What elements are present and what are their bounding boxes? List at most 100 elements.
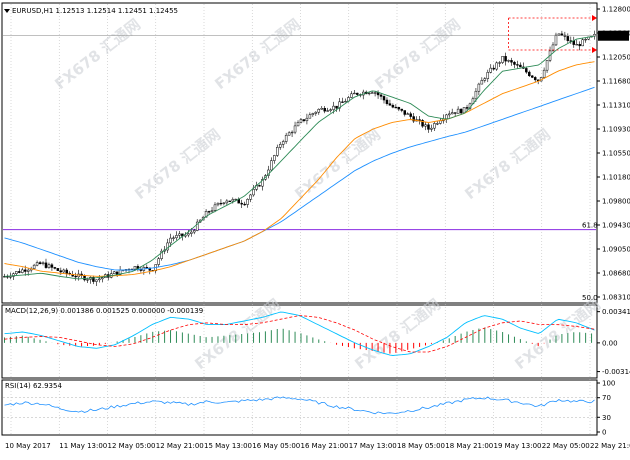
candle-body xyxy=(23,269,27,272)
candle-body xyxy=(353,92,356,95)
candle-body xyxy=(192,230,196,233)
candle-body xyxy=(545,60,549,71)
candle-body xyxy=(311,113,315,116)
candle-body xyxy=(207,211,211,213)
axis-labels: 1.12800 1.12560 1.12050 1.11680 1.11310 1.109… xyxy=(5,6,630,451)
fib-lower-label: 50.0 xyxy=(582,294,598,302)
x-axis-label: 22 May 05:00 xyxy=(542,442,590,450)
candle-body xyxy=(554,34,558,46)
macd-panel-frame xyxy=(1,304,598,379)
macd-tick-label: -0.003145 xyxy=(602,368,630,376)
candle-body xyxy=(510,60,513,63)
candle-body xyxy=(234,198,238,201)
candle-body xyxy=(385,99,389,104)
candle-body xyxy=(430,127,433,130)
candle-body xyxy=(329,109,332,111)
candle-body xyxy=(533,77,537,81)
candle-body xyxy=(261,179,264,187)
candle-body xyxy=(373,92,377,94)
candle-body xyxy=(412,116,415,122)
price-tick-label: 1.09800 xyxy=(602,198,630,206)
x-axis-label: 16 May 05:00 xyxy=(252,442,300,450)
rsi-title: RSI(14) 62.9354 xyxy=(5,382,62,390)
candle-body xyxy=(507,60,510,62)
macd-title: MACD(12,26,9) 0.001386 0.001525 0.000000… xyxy=(5,307,203,315)
candle-body xyxy=(258,185,261,187)
candle-body xyxy=(439,120,442,124)
candle-body xyxy=(231,199,235,202)
candle-body xyxy=(584,38,587,41)
candle-body xyxy=(276,147,279,156)
candle-body xyxy=(578,44,581,47)
fib-level-label: 61.8 xyxy=(582,222,598,230)
candle-body xyxy=(528,71,531,77)
candle-body xyxy=(83,275,86,281)
candle-body xyxy=(403,110,407,115)
candle-body xyxy=(166,242,169,251)
candle-body xyxy=(210,210,214,212)
macd-plot xyxy=(3,311,595,356)
candle-body xyxy=(317,108,321,113)
candle-body xyxy=(531,75,534,78)
candle-body xyxy=(219,202,223,205)
candle-body xyxy=(47,264,51,268)
candle-body xyxy=(59,270,63,273)
candle-body xyxy=(240,202,243,205)
price-tick-label: 1.10930 xyxy=(602,126,630,134)
candle-body xyxy=(575,44,578,46)
candle-body xyxy=(498,62,501,64)
candle-body xyxy=(53,267,57,269)
watermark-text: FX678 汇通网 xyxy=(191,295,284,373)
candle-body xyxy=(492,67,495,70)
candle-body xyxy=(101,277,104,280)
candle-body xyxy=(456,108,460,114)
macd-signal-line xyxy=(4,315,595,353)
candle-body xyxy=(447,113,451,116)
candle-body xyxy=(379,94,383,97)
candle-body xyxy=(356,92,359,95)
candle-body xyxy=(418,119,421,121)
candle-body xyxy=(302,119,306,122)
macd-line xyxy=(4,311,595,356)
candle-body xyxy=(560,33,564,36)
candle-body xyxy=(459,108,463,114)
candle-body xyxy=(12,273,15,277)
rsi-line xyxy=(4,396,595,415)
candle-body xyxy=(157,258,160,265)
candle-body xyxy=(187,233,190,236)
candle-body xyxy=(350,93,353,98)
current-price-label: 1.12455 xyxy=(600,32,629,40)
x-axis-label: 16 May 21:00 xyxy=(301,442,349,450)
candle-body xyxy=(169,237,172,244)
watermark-text: FX678 汇通网 xyxy=(131,125,224,203)
candle-body xyxy=(145,267,149,269)
price-tick-label: 1.12800 xyxy=(602,6,630,14)
candle-body xyxy=(35,262,39,266)
ma-mid-line xyxy=(4,61,595,277)
price-tick-label: 1.10180 xyxy=(602,174,630,182)
candle-body xyxy=(427,124,430,130)
candle-body xyxy=(74,275,77,278)
candle-body xyxy=(551,44,555,52)
candle-body xyxy=(557,33,561,36)
candle-body xyxy=(525,68,528,73)
price-tick-label: 1.08680 xyxy=(602,270,630,278)
candle-body xyxy=(566,36,570,41)
candle-body xyxy=(542,69,546,78)
candle-body xyxy=(32,264,36,269)
candle-body xyxy=(92,277,95,282)
x-axis-label: 19 May 13:00 xyxy=(494,442,542,450)
candle-body xyxy=(477,83,481,92)
candle-body xyxy=(222,202,226,204)
price-tick-label: 1.09050 xyxy=(602,246,630,254)
candle-body xyxy=(41,262,45,265)
candle-body xyxy=(38,262,42,265)
candle-body xyxy=(21,269,24,273)
candle-body xyxy=(184,234,187,237)
candle-body xyxy=(320,108,323,110)
dropdown-arrow-icon[interactable] xyxy=(4,9,10,13)
candle-body xyxy=(293,125,297,133)
candle-body xyxy=(95,279,98,282)
candle-body xyxy=(465,107,469,109)
candle-body xyxy=(249,194,252,200)
